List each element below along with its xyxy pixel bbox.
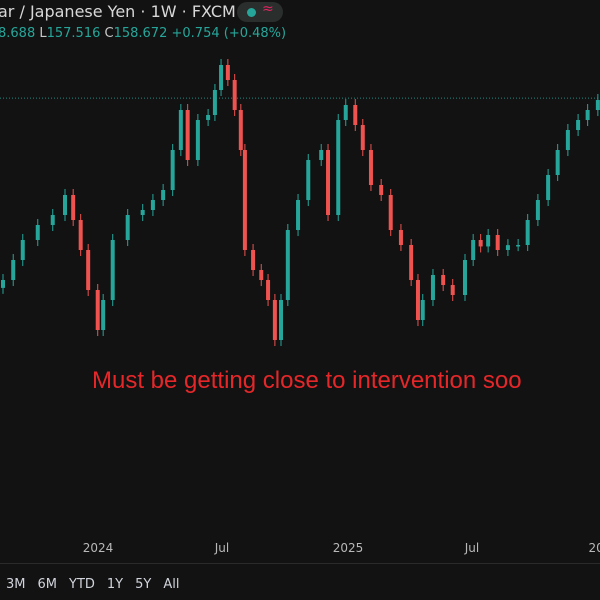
candle-body [232,80,237,110]
candle-body [495,235,500,250]
candle-body [415,280,420,320]
change-value: +0.754 (+0.48%) [171,26,287,41]
candle-body [170,150,175,190]
candle-body [63,195,68,215]
candle-body [20,240,25,260]
low-label: L [39,26,47,41]
candle-body [71,195,76,220]
candle-body [565,130,570,150]
close-value: 158.672 [113,26,168,41]
candle-body [595,100,600,110]
status-pill[interactable] [237,2,283,22]
close-label: C [104,26,114,41]
candle-body [486,235,491,247]
candle-body [516,245,521,247]
high-value: 8.688 [0,26,36,41]
candle-body [140,210,145,215]
candle-body [343,105,348,120]
x-tick: Jul [214,541,230,555]
candle-body [242,150,247,250]
candle-body [195,120,200,160]
candle-body [368,150,373,185]
candle-body [11,260,16,280]
candle-body [336,120,341,215]
candle-body [212,90,217,115]
candle-body [398,230,403,245]
axis-divider [0,563,600,564]
candle-body [505,245,510,250]
candle-body [225,65,230,80]
low-value: 157.516 [46,26,101,41]
wave-icon: ≈ [262,1,274,17]
candle-body [150,200,155,210]
candle-body [441,275,446,285]
candle-body [101,300,106,330]
annotation-text: Must be getting close to intervention so… [92,367,522,394]
x-tick: 2025 [332,541,364,555]
candle-body [326,150,331,215]
range-ytd-button[interactable]: YTD [69,577,95,592]
candle-body [161,190,166,200]
candle-body [125,215,130,240]
range-all-button[interactable]: All [163,577,180,592]
candle-body [259,270,264,280]
candle-body [296,200,301,230]
candle-body [471,240,476,260]
symbol-title[interactable]: ar / Japanese Yen · 1W · FXCM [0,2,236,21]
range-selector: 3M 6M YTD 1Y 5Y All [6,577,191,592]
candle-body [206,115,211,120]
candle-body [353,105,358,125]
candle-body [50,215,55,225]
ohlc-readout: 8.688 L157.516 C158.672 +0.754 (+0.48%) [0,26,286,41]
candle-body [319,150,324,160]
candle-body [360,125,365,150]
candle-body [450,285,455,295]
candle-body [478,240,483,247]
range-1y-button[interactable]: 1Y [106,577,124,592]
candle-body [35,225,40,240]
candle-body [285,230,290,300]
candle-body [266,280,271,300]
candle-body [409,245,414,280]
candle-body [585,110,590,120]
candle-body [462,260,467,295]
candle-body [78,220,83,250]
candle-body [95,290,100,330]
candle-body [279,300,284,340]
candle-body [525,220,530,245]
candle-body [546,175,551,200]
candle-body [219,65,224,90]
candle-body [420,300,425,320]
market-open-icon [247,8,256,17]
candle-body [379,185,384,195]
candle-body [185,110,190,160]
candle-body [86,250,91,290]
x-tick: Jul [464,541,480,555]
candle-body [272,300,277,340]
range-3m-button[interactable]: 3M [6,577,26,592]
candle-body [430,275,435,300]
candle-body [306,160,311,200]
candle-body [110,240,115,300]
candle-body [238,110,243,150]
range-6m-button[interactable]: 6M [37,577,58,592]
candle-body [388,195,393,230]
candlestick-chart[interactable] [0,0,600,560]
candle-body [251,250,256,270]
candle-body [576,120,581,130]
candle-body [1,280,5,288]
range-5y-button[interactable]: 5Y [135,577,152,592]
x-tick: 202 [588,541,600,555]
candle-body [535,200,540,220]
candle-body [178,110,183,150]
candle-body [555,150,560,175]
x-tick: 2024 [82,541,114,555]
